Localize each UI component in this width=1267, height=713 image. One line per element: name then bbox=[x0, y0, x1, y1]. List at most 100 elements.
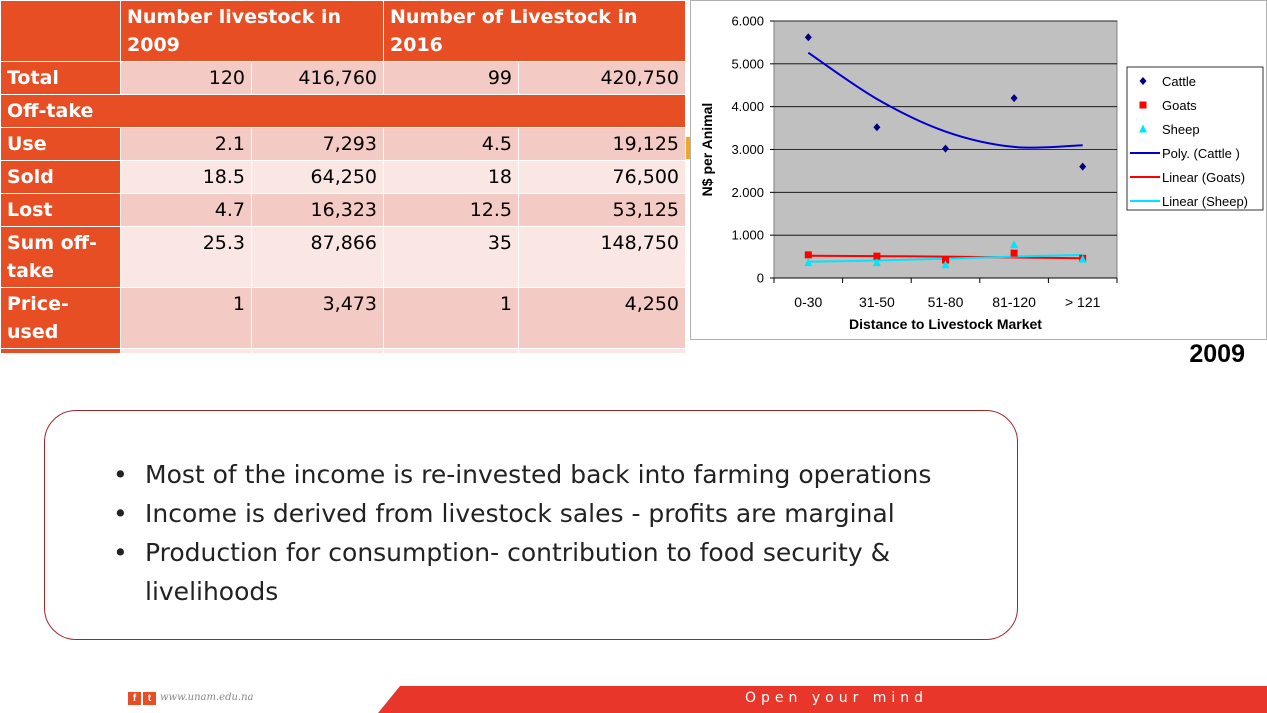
x-tick-label: > 121 bbox=[1065, 294, 1101, 310]
table-header-row: Number livestock in 2009 Number of Lives… bbox=[0, 0, 687, 62]
data-point bbox=[1010, 249, 1018, 257]
facebook-icon[interactable]: f bbox=[128, 692, 141, 705]
data-point bbox=[872, 258, 881, 267]
social-icons: f t bbox=[128, 692, 156, 705]
cell: 19,125 bbox=[517, 127, 687, 161]
legend-label: Linear (Sheep) bbox=[1162, 194, 1248, 209]
row-label: Price-used bbox=[0, 287, 121, 349]
twitter-icon[interactable]: t bbox=[143, 692, 156, 705]
cell: 18.5 bbox=[120, 160, 252, 194]
row-label: Use bbox=[0, 127, 121, 161]
footer-url[interactable]: www.unam.edu.na bbox=[160, 692, 254, 703]
cell: 18 bbox=[383, 160, 519, 194]
table-row: Price-used 1 3,473 1 4,250 bbox=[0, 287, 687, 349]
year-label: 2009 bbox=[1189, 340, 1245, 368]
row-label: Total bbox=[0, 61, 121, 95]
cell: 3,473 bbox=[251, 287, 384, 349]
cell: 4.7 bbox=[120, 193, 252, 227]
cell bbox=[383, 348, 519, 354]
data-point bbox=[804, 258, 813, 267]
table-row bbox=[0, 348, 687, 354]
trendline bbox=[807, 51, 1083, 149]
header-corner bbox=[0, 0, 121, 62]
row-label bbox=[0, 348, 121, 354]
data-point bbox=[873, 123, 881, 132]
cell: 120 bbox=[120, 61, 252, 95]
data-point bbox=[804, 251, 812, 259]
cell: 7,293 bbox=[251, 127, 384, 161]
y-tick-label: 1.000 bbox=[731, 228, 764, 243]
bullet-item: Income is derived from livestock sales -… bbox=[103, 494, 957, 533]
row-label: Sum off-take bbox=[0, 226, 121, 288]
cell: 416,760 bbox=[251, 61, 384, 95]
legend-box bbox=[1126, 66, 1264, 211]
data-point bbox=[804, 33, 812, 42]
chart-svg: 0 1.000 2.000 3.000 4.000 5.000 6.000 0-30 31-50… bbox=[690, 0, 1267, 340]
cell: 1 bbox=[383, 287, 519, 349]
header-2009: Number livestock in 2009 bbox=[120, 0, 384, 62]
y-tick-label: 5.000 bbox=[731, 56, 764, 71]
summary-callout: Most of the income is re-invested back i… bbox=[44, 410, 1018, 640]
section-label: Off-take bbox=[0, 94, 687, 128]
data-point bbox=[1078, 254, 1087, 263]
cell bbox=[517, 348, 687, 354]
x-tick-label: 81-120 bbox=[992, 294, 1036, 310]
cell: 25.3 bbox=[120, 226, 252, 288]
x-axis-title: Distance to Livestock Market bbox=[849, 316, 1042, 332]
x-tick-label: 51-80 bbox=[928, 294, 964, 310]
cell: 4.5 bbox=[383, 127, 519, 161]
table-row: Sum off-take 25.3 87,866 35 148,750 bbox=[0, 226, 687, 288]
data-point bbox=[1010, 240, 1019, 249]
data-point bbox=[873, 252, 881, 260]
legend-marker bbox=[1139, 124, 1147, 133]
price-distance-chart: 0 1.000 2.000 3.000 4.000 5.000 6.000 0-30 31-50… bbox=[690, 0, 1267, 340]
footer-bar bbox=[378, 686, 1267, 713]
y-tick-label: 3.000 bbox=[731, 142, 764, 157]
bullet-item: Most of the income is re-invested back i… bbox=[103, 455, 957, 494]
x-tick-label: 31-50 bbox=[859, 294, 895, 310]
cell bbox=[120, 348, 252, 354]
data-point bbox=[942, 144, 949, 153]
legend-label: Poly. (Cattle ) bbox=[1162, 146, 1240, 161]
legend-marker bbox=[1139, 77, 1147, 85]
legend-label: Sheep bbox=[1162, 122, 1200, 137]
x-tick-label: 0-30 bbox=[794, 294, 822, 310]
cell: 1 bbox=[120, 287, 252, 349]
cell: 12.5 bbox=[383, 193, 519, 227]
y-axis-title: N$ per Animal bbox=[699, 103, 715, 197]
data-point bbox=[941, 260, 950, 269]
livestock-table: Number livestock in 2009 Number of Lives… bbox=[0, 0, 687, 354]
header-2016: Number of Livestock in 2016 bbox=[382, 0, 687, 62]
cell: 148,750 bbox=[517, 226, 687, 288]
cell: 53,125 bbox=[517, 193, 687, 227]
cell: 99 bbox=[383, 61, 519, 95]
footer-tagline: Open your mind bbox=[745, 690, 929, 706]
cell: 2.1 bbox=[120, 127, 252, 161]
legend-label: Cattle bbox=[1162, 74, 1196, 89]
cell bbox=[251, 348, 384, 354]
cell: 76,500 bbox=[517, 160, 687, 194]
bullet-list: Most of the income is re-invested back i… bbox=[103, 455, 957, 611]
accent-tick bbox=[686, 137, 690, 159]
y-tick-label: 6.000 bbox=[731, 14, 764, 29]
data-point bbox=[942, 256, 949, 264]
data-point bbox=[1010, 94, 1018, 103]
data-point bbox=[1079, 162, 1087, 171]
section-row: Off-take bbox=[0, 94, 687, 128]
y-tick-label: 2.000 bbox=[731, 185, 764, 200]
row-label: Sold bbox=[0, 160, 121, 194]
cell: 420,750 bbox=[517, 61, 687, 95]
table-row: Total 120 416,760 99 420,750 bbox=[0, 61, 687, 95]
legend-marker bbox=[1139, 101, 1147, 109]
cell: 87,866 bbox=[251, 226, 384, 288]
bullet-item: Production for consumption- contribution… bbox=[103, 533, 957, 611]
y-tick-label: 4.000 bbox=[731, 99, 764, 114]
cell: 35 bbox=[383, 226, 519, 288]
cell: 64,250 bbox=[251, 160, 384, 194]
table-row: Sold 18.5 64,250 18 76,500 bbox=[0, 160, 687, 194]
cell: 4,250 bbox=[517, 287, 687, 349]
legend-label: Linear (Goats) bbox=[1162, 170, 1245, 185]
row-label: Lost bbox=[0, 193, 121, 227]
cell: 16,323 bbox=[251, 193, 384, 227]
legend-label: Goats bbox=[1162, 98, 1197, 113]
